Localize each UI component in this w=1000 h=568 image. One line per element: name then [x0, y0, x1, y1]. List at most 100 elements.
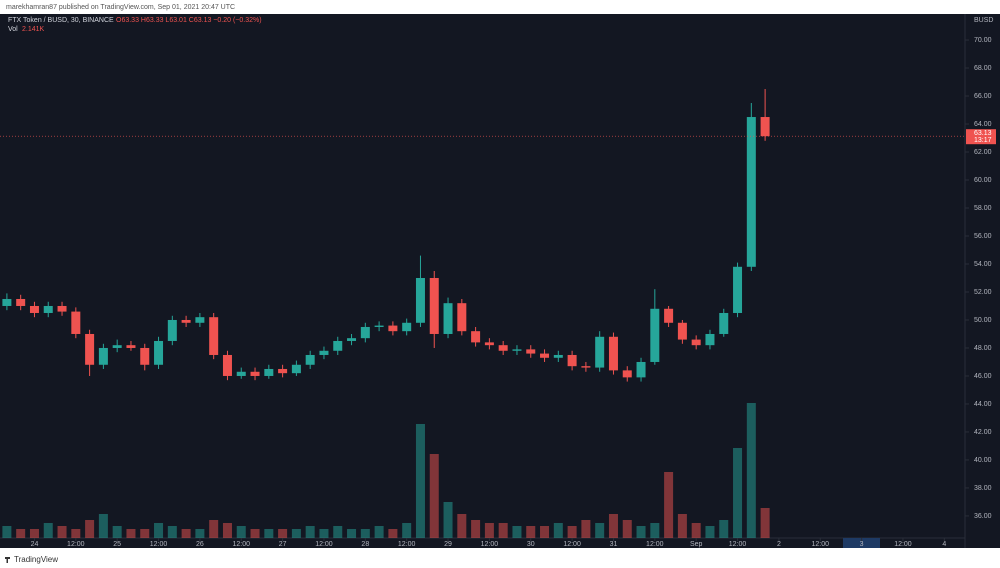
candle-body	[526, 349, 536, 354]
candle-body	[333, 340, 343, 351]
x-tick-label: 12:00	[563, 541, 581, 548]
candle-body	[181, 319, 191, 323]
x-tick-label: 25	[113, 541, 121, 548]
volume-bar	[498, 523, 508, 538]
candle-body	[140, 347, 150, 365]
candle-body	[264, 368, 274, 376]
x-tick-label: 12:00	[232, 541, 250, 548]
ohlc-legend: O63.33 H63.33 L63.01 C63.13 −0.20 (−0.32…	[116, 17, 262, 24]
candle-body	[209, 317, 219, 355]
candle-body	[112, 345, 122, 348]
volume-bar	[181, 529, 191, 538]
candle-body	[291, 364, 301, 374]
x-tick-label: 12:00	[315, 541, 333, 548]
candle-body	[250, 371, 260, 376]
volume-bar	[57, 526, 67, 538]
x-tick-label: 12:00	[398, 541, 416, 548]
volume-bar	[677, 514, 687, 538]
x-tick-label: Sep	[690, 541, 703, 548]
x-tick-label: 12:00	[150, 541, 168, 548]
y-tick-label: 58.00	[974, 205, 992, 212]
volume-bar	[167, 526, 177, 538]
time-highlight	[843, 538, 880, 548]
footer-bar	[0, 548, 1000, 568]
last-price-box	[966, 129, 996, 145]
x-tick-label: 29	[444, 541, 452, 548]
volume-bar	[374, 526, 384, 538]
volume-label: Vol	[8, 26, 18, 33]
volume-bar	[443, 502, 453, 538]
volume-bar	[512, 526, 522, 538]
volume-bar	[140, 529, 150, 538]
candle-body	[98, 347, 108, 365]
x-tick-label: 26	[196, 541, 204, 548]
x-tick-label: 30	[527, 541, 535, 548]
y-tick-label: 68.00	[974, 65, 992, 72]
publisher: marekhamran87 published on TradingView.c…	[6, 4, 235, 11]
volume-bar	[388, 529, 398, 538]
volume-bar	[85, 520, 95, 538]
candle-body	[57, 305, 67, 312]
y-tick-label: 52.00	[974, 289, 992, 296]
volume-bar	[236, 526, 246, 538]
y-tick-label: 56.00	[974, 233, 992, 240]
volume-bar	[608, 514, 618, 538]
volume-bar	[484, 523, 494, 538]
candle-body	[760, 117, 770, 137]
chart-pane	[0, 14, 1000, 548]
candle-body	[691, 339, 701, 346]
candle-body	[471, 331, 481, 343]
candle-body	[636, 361, 646, 378]
currency: BUSD	[974, 17, 993, 24]
last-price-label: 63.13	[974, 130, 992, 137]
volume-bar	[664, 472, 674, 538]
y-tick-label: 46.00	[974, 373, 992, 380]
candle-body	[278, 368, 288, 374]
x-tick-label: 24	[31, 541, 39, 548]
volume-bar	[291, 529, 301, 538]
volume-bar	[581, 520, 591, 538]
candle-body	[733, 266, 743, 313]
volume-bar	[622, 520, 632, 538]
x-tick-label: 3	[860, 541, 864, 548]
volume-bar	[43, 523, 53, 538]
candle-body	[360, 326, 370, 339]
volume-bar	[347, 529, 357, 538]
y-tick-label: 50.00	[974, 317, 992, 324]
volume-bar	[733, 448, 743, 538]
volume-bar	[567, 526, 577, 538]
candle-body	[305, 354, 315, 365]
candle-body	[512, 349, 522, 351]
candle-body	[167, 319, 177, 341]
volume-bar	[2, 526, 12, 538]
candle-body	[43, 305, 53, 313]
volume-bar	[760, 508, 770, 538]
volume-bar	[305, 526, 315, 538]
x-tick-label: 12:00	[67, 541, 85, 548]
volume-bar	[126, 529, 136, 538]
y-tick-label: 70.00	[974, 37, 992, 44]
candle-body	[85, 333, 95, 365]
candle-body	[126, 345, 136, 348]
candle-body	[567, 354, 577, 367]
volume-bar	[112, 526, 122, 538]
y-tick-label: 44.00	[974, 401, 992, 408]
symbol: FTX Token / BUSD, 30, BINANCE	[8, 17, 114, 24]
candle-body	[319, 350, 329, 355]
countdown: 13:17	[974, 137, 992, 144]
volume-bar	[264, 529, 274, 538]
volume-bar	[705, 526, 715, 538]
candle-body	[595, 336, 605, 368]
volume-bar	[71, 529, 81, 538]
candle-body	[16, 298, 26, 306]
volume-bar	[333, 526, 343, 538]
candle-body	[29, 305, 39, 313]
volume-bar	[29, 529, 39, 538]
y-tick-label: 64.00	[974, 121, 992, 128]
candle-body	[608, 336, 618, 371]
candle-body	[347, 338, 357, 341]
volume-bar	[319, 529, 329, 538]
volume-bar	[250, 529, 260, 538]
x-tick-label: 2	[777, 541, 781, 548]
